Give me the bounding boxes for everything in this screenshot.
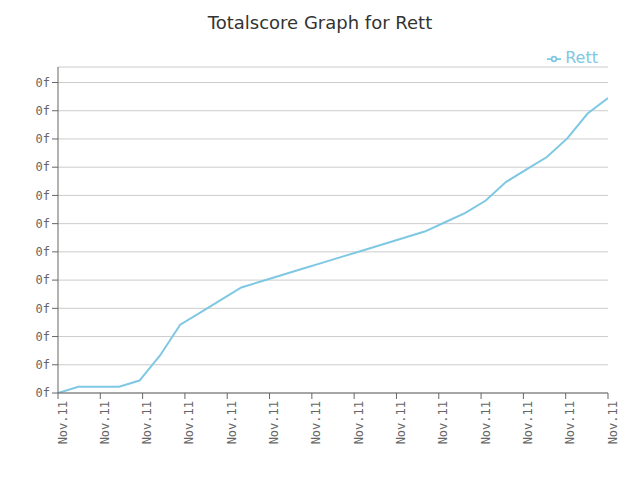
svg-text:Nov.11: Nov.11: [225, 401, 239, 444]
svg-text:Nov.11: Nov.11: [309, 401, 323, 444]
svg-text:Nov.11: Nov.11: [182, 401, 196, 444]
svg-text:0f: 0f: [36, 302, 50, 316]
svg-text:0f: 0f: [36, 386, 50, 400]
svg-text:Nov.11: Nov.11: [436, 401, 450, 444]
svg-text:Nov.11: Nov.11: [140, 401, 154, 444]
svg-text:0f: 0f: [36, 358, 50, 372]
svg-text:Nov.11: Nov.11: [521, 401, 535, 444]
svg-text:0f: 0f: [36, 104, 50, 118]
html-text:Rett: Rett: [565, 48, 598, 67]
svg-text:0f: 0f: [36, 132, 50, 146]
svg-text:Nov.11: Nov.11: [606, 401, 620, 444]
svg-text:0f: 0f: [36, 160, 50, 174]
svg-text:Nov.11: Nov.11: [479, 401, 493, 444]
html-text:Totalscore Graph for Rett: Totalscore Graph for Rett: [207, 12, 433, 33]
svg-text:Nov.11: Nov.11: [352, 401, 366, 444]
svg-text:Nov.11: Nov.11: [267, 401, 281, 444]
svg-text:0f: 0f: [36, 189, 50, 203]
svg-text:0f: 0f: [36, 76, 50, 90]
svg-text:Nov.11: Nov.11: [56, 401, 70, 444]
svg-text:0f: 0f: [36, 245, 50, 259]
svg-text:0f: 0f: [36, 330, 50, 344]
svg-text:Nov.11: Nov.11: [394, 401, 408, 444]
svg-text:Nov.11: Nov.11: [563, 401, 577, 444]
svg-text:Nov.11: Nov.11: [98, 401, 112, 444]
svg-text:0f: 0f: [36, 273, 50, 287]
svg-text:0f: 0f: [36, 217, 50, 231]
